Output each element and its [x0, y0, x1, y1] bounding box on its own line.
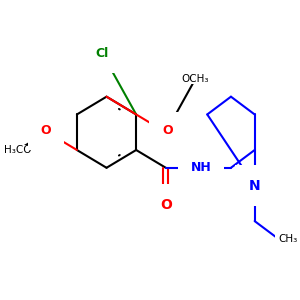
Text: O: O — [160, 198, 172, 212]
Text: Cl: Cl — [95, 47, 109, 60]
Text: OCH₃: OCH₃ — [182, 74, 209, 84]
Text: CH₃: CH₃ — [278, 234, 298, 244]
Text: NH: NH — [191, 161, 212, 174]
Text: O: O — [162, 124, 172, 137]
Text: H₃CO: H₃CO — [4, 145, 31, 155]
Text: O: O — [40, 124, 51, 137]
Text: N: N — [249, 178, 260, 193]
